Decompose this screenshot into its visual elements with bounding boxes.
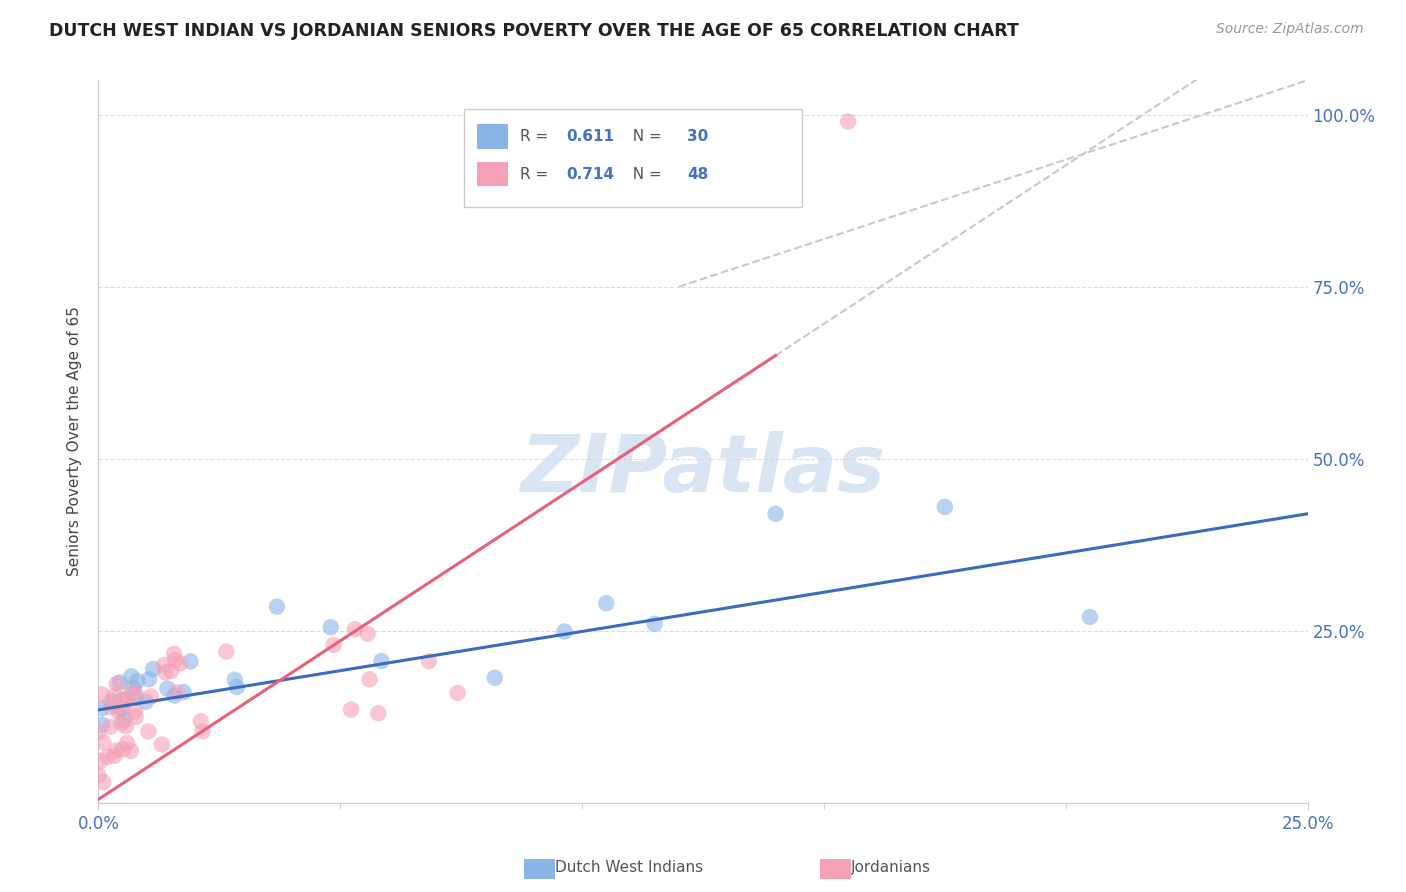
Point [180, 655, 202, 669]
Point [446, 686, 468, 700]
Point [89, 754, 111, 768]
Point [837, 114, 859, 128]
Point [111, 702, 134, 716]
Point [595, 596, 617, 610]
Point [765, 507, 787, 521]
Point [934, 500, 956, 514]
Point [105, 677, 128, 691]
Point [367, 706, 389, 720]
Point [152, 658, 174, 673]
Text: Dutch West Indians: Dutch West Indians [555, 861, 703, 875]
Text: N =: N = [623, 129, 666, 145]
Point [104, 695, 127, 709]
Point [173, 685, 195, 699]
Text: 0.714: 0.714 [567, 167, 614, 182]
Point [87, 768, 110, 782]
Point [115, 736, 138, 750]
Point [114, 691, 136, 706]
Point [122, 681, 145, 695]
Point [190, 714, 212, 729]
Point [105, 743, 128, 757]
Point [163, 647, 186, 661]
Point [340, 702, 363, 716]
Point [107, 705, 129, 719]
Text: R =: R = [520, 129, 554, 145]
Point [191, 724, 214, 739]
Point [156, 681, 179, 696]
Point [111, 742, 134, 756]
Point [142, 662, 165, 676]
Point [418, 654, 440, 668]
Point [110, 716, 132, 731]
Point [215, 645, 238, 659]
Point [91, 775, 114, 789]
Point [93, 735, 115, 749]
Point [150, 738, 173, 752]
Point [90, 701, 112, 715]
Point [163, 689, 186, 703]
Point [124, 687, 146, 701]
Point [322, 638, 344, 652]
Point [98, 720, 121, 734]
Text: R =: R = [520, 167, 554, 182]
Point [166, 685, 188, 699]
Y-axis label: Seniors Poverty Over the Age of 65: Seniors Poverty Over the Age of 65 [67, 307, 83, 576]
Point [100, 694, 122, 708]
Point [114, 694, 136, 708]
Point [125, 710, 148, 724]
Point [484, 671, 506, 685]
Point [120, 744, 142, 758]
Point [87, 725, 110, 739]
Point [225, 680, 247, 694]
Point [138, 724, 160, 739]
Point [98, 700, 121, 714]
Text: Source: ZipAtlas.com: Source: ZipAtlas.com [1216, 22, 1364, 37]
Point [356, 627, 378, 641]
Text: 48: 48 [688, 167, 709, 182]
Point [115, 719, 138, 733]
Point [96, 750, 118, 764]
Point [103, 748, 125, 763]
Point [138, 672, 160, 686]
Point [135, 695, 157, 709]
Point [111, 693, 134, 707]
Point [155, 665, 177, 680]
Point [139, 690, 162, 704]
Text: DUTCH WEST INDIAN VS JORDANIAN SENIORS POVERTY OVER THE AGE OF 65 CORRELATION CH: DUTCH WEST INDIAN VS JORDANIAN SENIORS P… [49, 22, 1019, 40]
Text: Jordanians: Jordanians [851, 861, 931, 875]
FancyBboxPatch shape [477, 162, 509, 186]
Point [91, 718, 114, 732]
FancyBboxPatch shape [464, 109, 803, 207]
Point [163, 653, 186, 667]
Point [644, 616, 666, 631]
Text: 0.611: 0.611 [567, 129, 614, 145]
Point [1078, 610, 1101, 624]
Point [224, 673, 246, 687]
Point [370, 654, 392, 668]
Point [120, 686, 142, 700]
Point [553, 624, 575, 639]
Point [343, 622, 366, 636]
Point [91, 687, 114, 701]
Text: ZIPatlas: ZIPatlas [520, 432, 886, 509]
FancyBboxPatch shape [477, 124, 509, 149]
Point [120, 669, 142, 683]
Text: 30: 30 [688, 129, 709, 145]
Point [266, 599, 288, 614]
Point [108, 675, 131, 690]
Point [125, 690, 148, 705]
Text: N =: N = [623, 167, 666, 182]
Point [160, 664, 183, 678]
Point [104, 689, 127, 703]
Point [124, 704, 146, 718]
Point [127, 674, 149, 689]
Point [107, 700, 129, 714]
Point [114, 713, 136, 727]
Point [169, 657, 191, 671]
Point [359, 673, 381, 687]
Point [319, 620, 342, 634]
